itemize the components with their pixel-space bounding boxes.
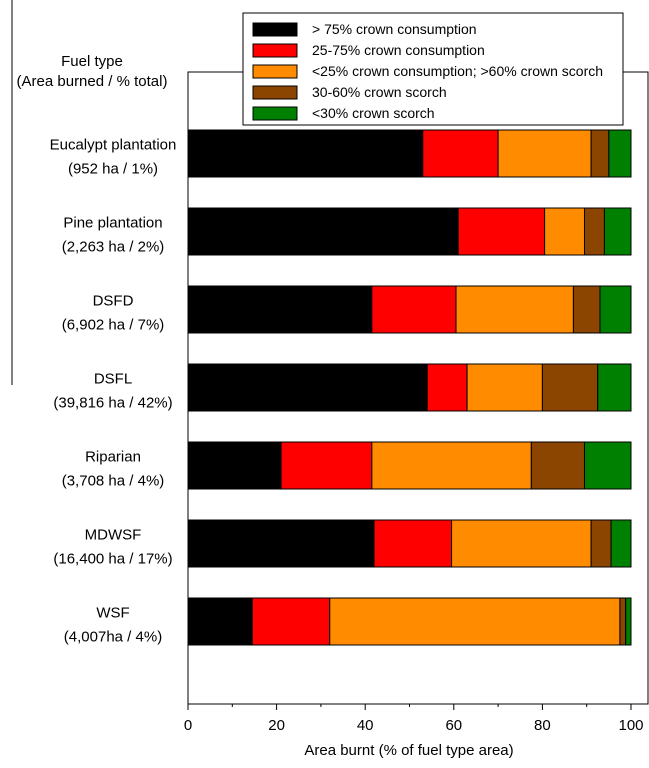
legend-label: 25-75% crown consumption [312, 42, 485, 58]
y-axis-title-line-2: (Area burned / % total) [17, 73, 168, 90]
x-tick-label: 100 [618, 717, 643, 734]
legend-frame [242, 12, 624, 126]
category-sublabel: (6,902 ha / 7%) [62, 317, 165, 334]
category-labels: Eucalypt plantation (952 ha / 1%) Pine pla… [50, 137, 177, 646]
bar-segment [187, 363, 428, 412]
bar-segment [583, 207, 605, 256]
bar-segment [451, 519, 592, 568]
x-tick-label: 60 [445, 717, 462, 734]
bar-segment [426, 363, 468, 412]
x-tick-label: 40 [357, 717, 374, 734]
bar-segment [187, 441, 282, 490]
bars-layer [187, 129, 632, 646]
category-sublabel: (2,263 ha / 2%) [62, 239, 165, 256]
legend-label: <25% crown consumption; >60% crown scorc… [312, 63, 603, 79]
bar-segment [187, 207, 459, 256]
bar-segment [373, 519, 453, 568]
legend-label: > 75% crown consumption [312, 21, 477, 37]
category-label: WSF [96, 605, 129, 622]
x-tick-label: 20 [268, 717, 285, 734]
x-tick-label: 80 [534, 717, 551, 734]
bar-segment [457, 207, 546, 256]
x-tick-label: 0 [184, 717, 192, 734]
bar-segment [590, 519, 612, 568]
bar-segment [251, 597, 331, 646]
bar-segment [541, 363, 599, 412]
bar-segment [603, 207, 632, 256]
legend-swatch [252, 22, 298, 37]
bar-segment [619, 597, 627, 646]
bar-segment [187, 597, 253, 646]
bar-segment [187, 129, 424, 178]
x-axis-title: Area burnt (% of fuel type area) [304, 742, 513, 759]
category-sublabel: (3,708 ha / 4%) [62, 473, 165, 490]
category-sublabel: (39,816 ha / 42%) [53, 395, 172, 412]
bar-segment [544, 207, 585, 256]
bar-segment [583, 441, 632, 490]
bar-segment [187, 285, 373, 334]
legend: > 75% crown consumption 25-75% crown cons… [242, 12, 624, 126]
legend-label: <30% crown scorch [312, 105, 435, 121]
bar-segment [187, 519, 375, 568]
bar-segment [597, 363, 632, 412]
bar-segment [329, 597, 621, 646]
category-label: Pine plantation [63, 215, 162, 232]
category-sublabel: (4,007ha / 4%) [64, 629, 162, 646]
category-label: MDWSF [85, 527, 142, 544]
category-sublabel: (952 ha / 1%) [68, 161, 158, 178]
bar-segment [590, 129, 610, 178]
bar-segment [530, 441, 585, 490]
legend-swatch [252, 64, 298, 79]
y-axis-title-line-1: Fuel type [61, 53, 123, 70]
bar-segment [610, 519, 632, 568]
category-label: DSFL [94, 371, 132, 388]
legend-swatch [252, 43, 298, 58]
legend-swatch [252, 85, 298, 100]
bar-segment [466, 363, 543, 412]
bar-segment [371, 285, 457, 334]
bar-segment [608, 129, 632, 178]
bar-segment [455, 285, 574, 334]
bar-segment [497, 129, 592, 178]
bar-segment [572, 285, 601, 334]
category-sublabel: (16,400 ha / 17%) [53, 551, 172, 568]
bar-segment [280, 441, 373, 490]
category-label: DSFD [93, 293, 134, 310]
legend-swatch [252, 106, 298, 121]
category-label: Eucalypt plantation [50, 137, 177, 154]
category-label: Riparian [85, 449, 141, 466]
legend-label: 30-60% crown scorch [312, 84, 447, 100]
bar-segment [625, 597, 632, 646]
bar-segment [422, 129, 499, 178]
x-axis: 0 20 40 60 80 100 [184, 704, 644, 734]
bar-segment [371, 441, 532, 490]
bar-segment [599, 285, 632, 334]
